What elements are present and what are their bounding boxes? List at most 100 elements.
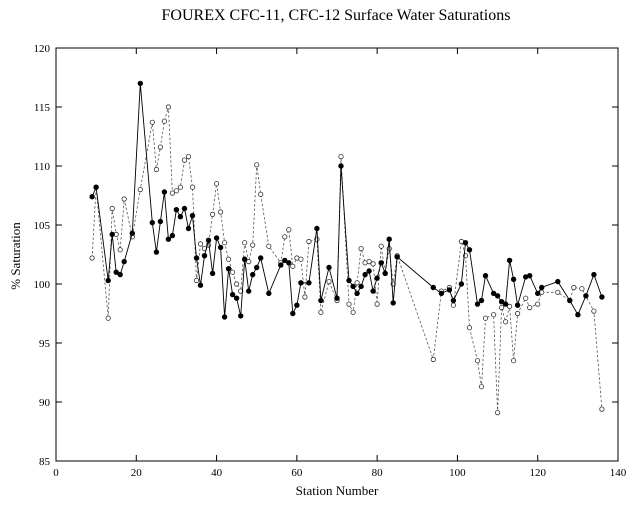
open-circle-point [571,284,577,291]
open-circle-point [137,187,143,193]
y-tick-label: 85 [39,456,51,468]
filled-circle-point [438,290,445,297]
filled-circle-point [165,236,172,242]
filled-circle-point [567,297,573,304]
open-circle-point [358,246,364,252]
open-circle-point [222,240,228,246]
open-circle-point [430,356,436,363]
series-filled-circles [89,80,605,320]
open-circle-point [109,205,115,212]
filled-circle-point [490,290,497,297]
open-circle-point [466,325,473,331]
filled-circle-point [213,235,220,241]
x-tick-label: 40 [211,467,223,479]
filled-circle-point [514,302,521,308]
filled-circle-point [181,205,188,212]
filled-circle-point [169,232,176,239]
filled-circle-point [173,206,180,213]
filled-circle-point [282,257,288,264]
filled-circle-point [575,312,581,318]
open-circle-point [185,154,192,160]
filled-circle-point [129,230,135,236]
open-circle-point [165,104,171,110]
open-circle-point [350,309,356,315]
open-circle-point [354,280,360,286]
filled-circle-point [494,293,501,299]
filled-circle-point [193,255,200,261]
filled-circle-point [334,295,340,301]
filled-circle-point [350,283,356,290]
open-circle-point [197,241,204,247]
filled-circle-point [358,283,364,290]
open-circle-point [218,209,224,215]
filled-circle-point [430,284,436,291]
filled-circle-point [510,276,517,282]
open-circle-point [234,281,240,287]
filled-circle-point [225,266,232,272]
filled-circle-point [314,225,320,232]
filled-circle-point [506,257,513,264]
filled-circle-point [278,262,284,268]
filled-circle-point [482,273,489,279]
x-tick-label: 20 [131,467,143,479]
filled-circle-point [185,225,192,232]
open-circle-point [318,309,324,315]
filled-circle-point [382,270,388,277]
filled-circle-point [374,275,380,281]
open-circle-point [193,277,200,284]
y-tick-label: 105 [34,220,51,232]
filled-circle-point [93,184,99,190]
open-circle-point [506,303,513,309]
filled-circle-point [221,314,228,320]
x-tick-label: 80 [372,467,384,479]
filled-circle-point [539,284,545,291]
open-circle-point [117,247,123,253]
y-tick-label: 100 [34,279,51,291]
open-circle-point [510,358,517,364]
open-circle-point [290,263,296,269]
filled-circle-point [362,271,368,278]
filled-circle-point [478,297,485,304]
open-circle-point [286,227,292,233]
filled-circle-point [157,218,164,225]
filled-circle-point [189,212,196,219]
filled-circle-point [394,254,400,260]
filled-circle-point [229,291,236,298]
open-circle-point [498,304,505,311]
filled-circle-point [117,271,123,278]
filled-circle-point [201,252,208,259]
filled-circle-point [109,231,115,238]
plot-frame [55,47,619,462]
filled-circle-point [527,273,533,279]
filled-circle-point [209,270,216,277]
open-circle-point [177,184,183,190]
open-circle-point [366,258,372,265]
filled-circle-point [474,301,481,307]
filled-circle-point [535,290,541,297]
x-tick-label: 140 [610,467,627,479]
filled-circle-point [450,297,457,304]
open-circle-point [250,242,256,248]
filled-circle-point [599,294,605,300]
filled-circle-point [290,310,296,317]
y-axis-label: % Saturation [8,222,23,290]
y-tick-label: 120 [34,43,51,55]
chart-title: FOUREX CFC-11, CFC-12 Surface Water Satu… [162,7,511,24]
open-circle-point [161,118,167,124]
open-circle-point [254,162,260,168]
open-circle-point [338,154,344,160]
open-circle-point [474,358,481,364]
y-tick-label: 90 [39,397,51,409]
x-tick-label: 120 [529,467,546,479]
filled-circle-point [466,247,473,253]
filled-circle-point [326,264,332,271]
open-circle-point [169,190,175,196]
open-circle-point [89,255,95,261]
filled-circle-point [113,269,119,275]
filled-circle-point [233,295,240,301]
filled-circle-point [149,219,155,226]
open-circle-point [282,234,288,240]
open-circle-point [535,301,541,307]
filled-circle-point [197,282,204,288]
